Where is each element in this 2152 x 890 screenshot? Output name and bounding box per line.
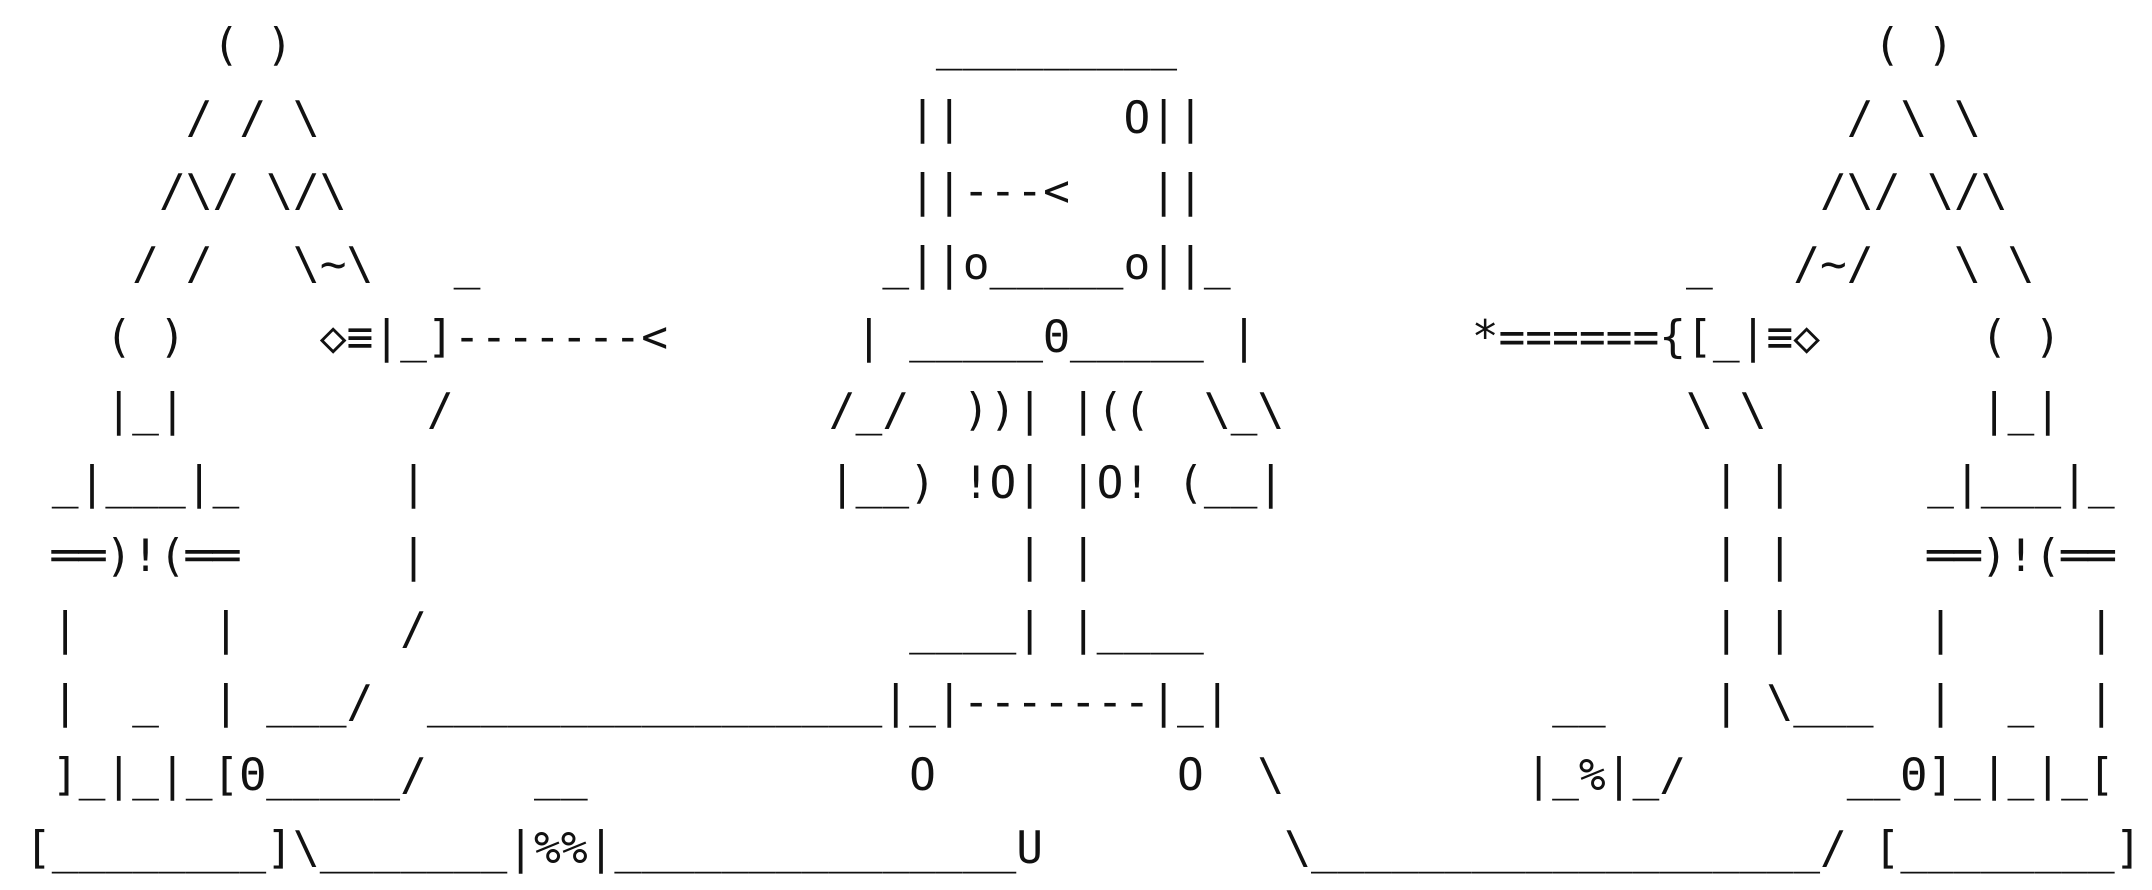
art-line: | | / ____| |____ | | | | <box>25 604 2115 655</box>
art-line: ( ) ◇≡|_]-------< | _____Θ_____ | *=====… <box>25 312 2062 363</box>
art-line: | _ | ___/ _________________|_|-------|_… <box>25 677 2115 728</box>
art-line: /\/ \/\ ||---< || /\/ \/\ <box>25 166 2008 217</box>
art-line: ]_|_|_[Θ_____/ __ O O \ |_%|_/ __Θ]_|_|_… <box>25 750 2115 801</box>
art-line: |_| / /_/ ))| |(( \_\ \ \ |_| <box>25 385 2062 436</box>
art-line: / / \ || O|| / \ \ <box>25 93 1981 144</box>
art-line: ( ) _________ ( ) <box>25 20 1954 71</box>
art-line: / / \~\ _ _||o_____o||_ _ /~/ \ \ <box>25 239 2035 290</box>
art-line: _|___|_ | |__) !O| |O! (__| | | _|___|_ <box>25 458 2115 509</box>
art-line: ══)!(══ | | | | | ══)!(══ <box>25 531 2115 582</box>
art-line: [________]\_______|%%|_______________U \… <box>25 823 2142 874</box>
